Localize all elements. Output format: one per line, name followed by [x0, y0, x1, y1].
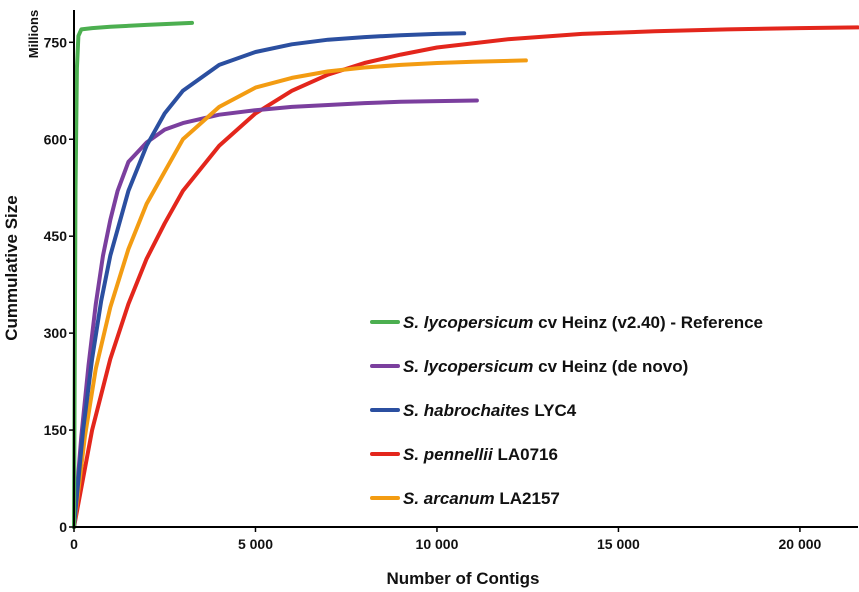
- legend-label-rest: LYC4: [530, 401, 577, 420]
- series-line-4: [72, 25, 859, 529]
- legend-label-5: S. arcanum LA2157: [403, 489, 560, 508]
- x-tick-label: 10 000: [416, 536, 459, 552]
- legend-label-rest: cv Heinz (v2.40) - Reference: [533, 313, 763, 332]
- axes-layer: [73, 10, 858, 528]
- legend-label-species: S. pennellii: [403, 445, 494, 464]
- x-tick-label: 0: [70, 536, 78, 552]
- legend-label-rest: LA0716: [493, 445, 558, 464]
- y-tick-label: 450: [44, 228, 68, 244]
- legend-label-4: S. pennellii LA0716: [403, 445, 558, 464]
- series-layer: [72, 20, 859, 529]
- x-tick-label: 5 000: [238, 536, 273, 552]
- x-tick-label: 20 000: [779, 536, 822, 552]
- ticks-layer: 0 5 000 10 000 15 000 20 000 0 150 300 450 600 750: [44, 34, 822, 552]
- y-tick-label: 300: [44, 325, 68, 341]
- units-label: Millions: [26, 10, 41, 58]
- legend-label-species: S. arcanum: [403, 489, 495, 508]
- legend-label-species: S. lycopersicum: [403, 357, 533, 376]
- series-line-2: [72, 98, 479, 529]
- x-tick-label: 15 000: [597, 536, 640, 552]
- legend-label-rest: cv Heinz (de novo): [533, 357, 688, 376]
- legend-label-rest: LA2157: [495, 489, 560, 508]
- y-axis-title: Cummulative Size: [2, 195, 21, 341]
- y-tick-label: 150: [44, 422, 68, 438]
- legend-label-3: S. habrochaites LYC4: [403, 401, 577, 420]
- legend: S. lycopersicum cv Heinz (v2.40) - Refer…: [370, 313, 763, 508]
- legend-label-1: S. lycopersicum cv Heinz (v2.40) - Refer…: [403, 313, 763, 332]
- y-tick-label: 600: [44, 131, 68, 147]
- legend-label-species: S. lycopersicum: [403, 313, 533, 332]
- legend-label-species: S. habrochaites: [403, 401, 530, 420]
- series-line-5: [72, 58, 528, 529]
- series-line-3: [72, 31, 467, 529]
- series-line-1: [72, 20, 194, 529]
- y-tick-label: 0: [59, 519, 67, 535]
- y-tick-label: 750: [44, 34, 68, 50]
- x-axis-title: Number of Contigs: [387, 569, 540, 588]
- legend-label-2: S. lycopersicum cv Heinz (de novo): [403, 357, 688, 376]
